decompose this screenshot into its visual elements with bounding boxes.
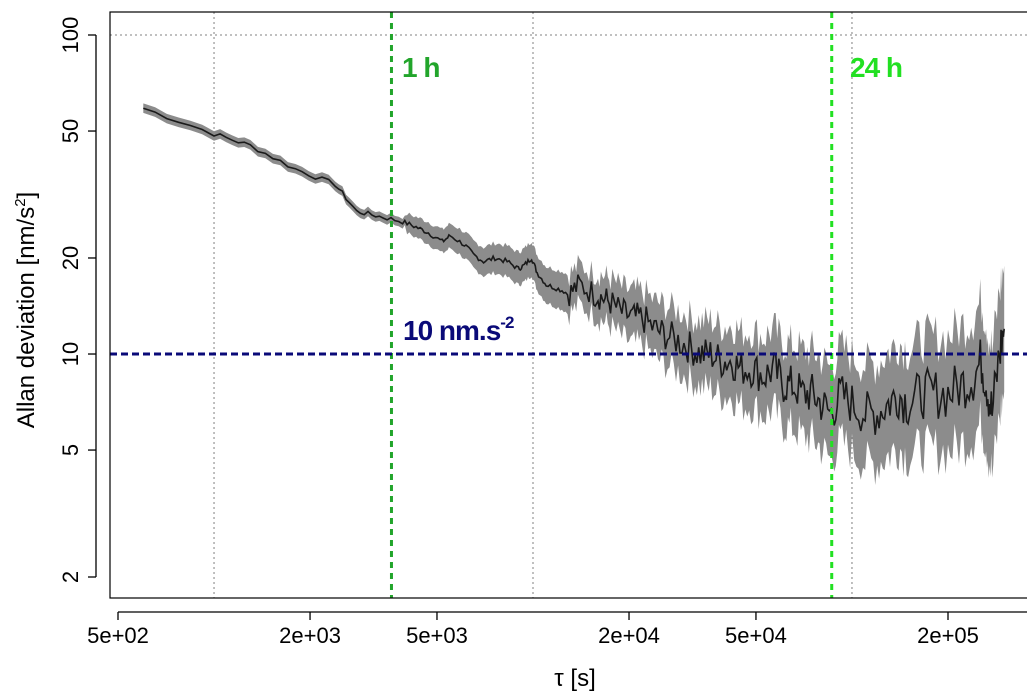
threshold-label-main: 10 nm.s [403, 315, 501, 346]
x-axis-title: τ [s] [554, 665, 595, 692]
x-tick-label-2: 5e+03 [406, 623, 468, 648]
series-line-path [143, 107, 1005, 435]
x-tick-label-5: 2e+05 [917, 623, 979, 648]
ticks: 5e+02 2e+03 5e+03 2e+04 5e+04 2e+05 2 5 10 20 50 10… [58, 17, 979, 648]
y-axis-title-main: Allan deviation [nm/s [13, 207, 40, 428]
series-line [143, 107, 1005, 435]
threshold-label: 10 nm.s-2 [403, 313, 514, 346]
x-tick-label-3: 2e+04 [598, 623, 660, 648]
day-label: 24 h [850, 52, 902, 83]
reference-lines [110, 12, 1027, 598]
one-hour-label: 1 h [402, 52, 439, 83]
axes [95, 35, 1027, 613]
y-tick-label-1: 5 [58, 444, 83, 456]
y-axis-title: Allan deviation [nm/s2] [12, 192, 40, 428]
threshold-label-sup: -2 [500, 313, 514, 332]
x-tick-label-1: 2e+03 [279, 623, 341, 648]
y-tick-label-4: 50 [58, 119, 83, 143]
series-band [143, 103, 1005, 486]
y-tick-label-0: 2 [58, 571, 83, 583]
y-tick-label-2: 10 [58, 342, 83, 366]
y-axis-title-end: ] [13, 192, 40, 199]
confidence-band [143, 103, 1005, 486]
y-axis-title-sup: 2 [12, 198, 29, 206]
plot-frame [109, 11, 1027, 599]
y-tick-label-3: 20 [58, 246, 83, 270]
x-tick-label-4: 5e+04 [725, 623, 787, 648]
x-tick-label-0: 5e+02 [87, 623, 149, 648]
y-tick-label-5: 100 [58, 17, 83, 54]
